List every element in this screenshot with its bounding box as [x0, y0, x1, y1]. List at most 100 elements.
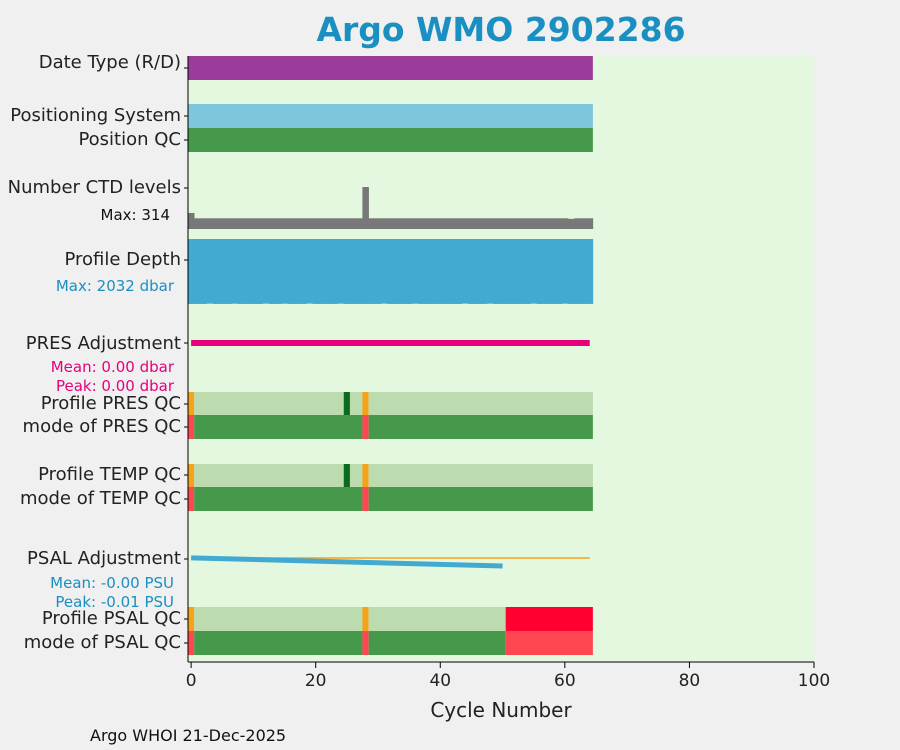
footer-credit: Argo WHOI 21-Dec-2025: [90, 726, 287, 745]
bar-ctd-levels-0: [188, 212, 195, 229]
bar-ctd-levels-60: [561, 218, 569, 229]
label-profile-temp-qc: Profile TEMP QC: [38, 464, 181, 485]
bar-profile-depth-43: [455, 239, 463, 304]
bar-profile-depth-29: [368, 239, 376, 304]
bar-ctd-levels-41: [443, 218, 450, 229]
bar-ctd-levels-18: [300, 218, 307, 229]
bar-profile-depth-27: [356, 239, 363, 304]
bar-profile-depth-31: [381, 239, 388, 304]
bar-ctd-levels-37: [418, 218, 425, 229]
bar-mode-temp-qc-1: [194, 487, 363, 511]
bar-ctd-levels-61: [567, 218, 575, 229]
bar-profile-depth-1: [194, 239, 201, 304]
bar-ctd-levels-5: [219, 218, 226, 229]
bar-profile-depth-51: [505, 239, 513, 304]
bar-profile-temp-qc-5: [368, 464, 593, 487]
label-position-qc: Position QC: [78, 129, 181, 150]
bar-ctd-levels-64: [586, 218, 594, 229]
bar-profile-depth-15: [281, 239, 288, 304]
bar-mode-pres-qc-0: [188, 415, 195, 439]
label-mode-psal-qc: mode of PSAL QC: [23, 632, 181, 653]
x-tick-label-60: 60: [554, 671, 576, 691]
bar-profile-depth-61: [567, 239, 575, 304]
bar-ctd-levels-1: [194, 218, 201, 229]
bar-ctd-levels-56: [536, 218, 544, 229]
bar-profile-depth-45: [468, 239, 475, 304]
bar-ctd-levels-24: [337, 218, 345, 229]
bar-profile-depth-57: [543, 239, 550, 304]
bar-profile-depth-54: [524, 239, 531, 304]
bar-ctd-levels-58: [549, 218, 556, 229]
bar-profile-depth-19: [306, 239, 313, 304]
bar-ctd-levels-31: [381, 218, 388, 229]
bar-profile-depth-60: [561, 239, 569, 304]
bar-profile-depth-13: [268, 239, 276, 304]
bar-profile-pres-qc-1: [194, 392, 344, 415]
label-profile-pres-qc: Profile PRES QC: [40, 393, 181, 414]
bar-profile-depth-22: [325, 239, 332, 304]
bar-mode-pres-qc-1: [194, 415, 363, 439]
bar-ctd-levels-6: [225, 218, 232, 229]
bar-profile-depth-11: [256, 239, 264, 304]
x-tick-label-0: 0: [186, 671, 197, 691]
bar-mode-psal-qc-0: [188, 631, 195, 655]
bar-ctd-levels-22: [325, 218, 332, 229]
label-psal-adjustment: PSAL Adjustment: [26, 548, 181, 569]
bar-profile-depth-36: [412, 239, 419, 304]
bar-mode-psal-qc-3: [368, 631, 506, 655]
bar-profile-depth-63: [580, 239, 587, 304]
bar-profile-depth-47: [480, 239, 488, 304]
label-psal-mean: Mean: -0.00 PSU: [50, 574, 174, 592]
bar-profile-depth-35: [406, 239, 413, 304]
bar-ctd-levels-12: [262, 218, 270, 229]
bar-profile-depth-42: [449, 239, 457, 304]
bar-profile-depth-9: [244, 239, 251, 304]
bar-profile-temp-qc-1: [194, 464, 344, 487]
bar-profile-pres-qc-5: [368, 392, 593, 415]
bar-ctd-levels-23: [331, 218, 338, 229]
bar-ctd-levels-15: [281, 218, 288, 229]
bar-ctd-levels-32: [387, 218, 394, 229]
bar-ctd-levels-17: [293, 218, 301, 229]
bar-profile-depth-33: [393, 239, 401, 304]
bar-ctd-levels-13: [268, 218, 276, 229]
bar-profile-depth-20: [312, 239, 320, 304]
bar-profile-psal-qc-4: [505, 607, 593, 631]
bar-profile-depth-32: [387, 239, 394, 304]
bar-ctd-levels-55: [530, 218, 538, 229]
bar-profile-depth-7: [231, 239, 239, 304]
bar-profile-depth-58: [549, 239, 556, 304]
x-tick-label-20: 20: [305, 671, 327, 691]
bar-profile-pres-qc-3: [349, 392, 363, 415]
bar-ctd-levels-28: [362, 187, 369, 229]
bar-ctd-levels-54: [524, 218, 531, 229]
bar-profile-depth-8: [237, 239, 245, 304]
bar-positioning-system-0: [188, 104, 593, 128]
bar-profile-depth-10: [250, 239, 257, 304]
bar-profile-depth-5: [219, 239, 226, 304]
bar-ctd-levels-59: [555, 218, 563, 229]
bar-mode-psal-qc-4: [505, 631, 593, 655]
bar-profile-psal-qc-1: [194, 607, 363, 631]
bar-ctd-levels-33: [393, 218, 401, 229]
bar-profile-depth-41: [443, 239, 450, 304]
bar-profile-depth-25: [343, 239, 351, 304]
bar-profile-depth-2: [200, 239, 207, 304]
x-tick-label-100: 100: [798, 671, 830, 691]
bar-ctd-levels-53: [518, 218, 525, 229]
bar-profile-depth-23: [331, 239, 338, 304]
bar-profile-depth-49: [493, 239, 500, 304]
bar-ctd-levels-4: [212, 218, 220, 229]
bar-profile-psal-qc-3: [368, 607, 506, 631]
bar-ctd-levels-49: [493, 218, 500, 229]
bar-profile-temp-qc-3: [349, 464, 363, 487]
bar-date-type-0: [188, 56, 593, 80]
bar-ctd-levels-62: [574, 218, 581, 229]
bar-ctd-levels-21: [318, 218, 326, 229]
bar-profile-depth-0: [188, 239, 195, 304]
bar-ctd-levels-20: [312, 218, 320, 229]
bar-ctd-levels-57: [543, 218, 550, 229]
bar-profile-psal-qc-2: [362, 607, 369, 631]
bar-profile-depth-18: [300, 239, 307, 304]
bar-ctd-levels-39: [430, 218, 438, 229]
